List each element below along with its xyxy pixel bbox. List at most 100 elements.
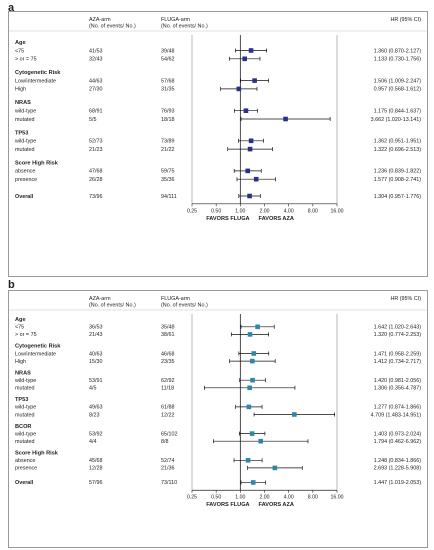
header-hr-ci: HR (95% CI) bbox=[390, 296, 421, 302]
x-tick-label: 4.00 bbox=[284, 495, 294, 501]
group-title: Age bbox=[15, 317, 26, 323]
aza-events: 8/23 bbox=[89, 412, 100, 418]
fluga-events: 73/110 bbox=[161, 480, 177, 486]
fluga-events: 18/18 bbox=[161, 117, 175, 123]
hr-marker bbox=[252, 78, 257, 83]
row-label: wild-type bbox=[14, 139, 36, 145]
hr-marker bbox=[253, 176, 259, 182]
fluga-events: 21/22 bbox=[161, 147, 175, 153]
forest-plot-panel-b: AZA-arm (No. of events/ No.) FLUGA-arm (No.… bbox=[8, 290, 428, 548]
aza-events: 12/28 bbox=[89, 466, 103, 472]
row-label: mutated bbox=[15, 386, 34, 392]
aza-events: 53/91 bbox=[89, 378, 103, 384]
aza-events: 57/96 bbox=[89, 480, 103, 486]
aza-events: 41/53 bbox=[89, 48, 103, 54]
hr-ci-value: 1.447 (1.019-2.053) bbox=[374, 480, 422, 486]
hr-marker bbox=[283, 116, 288, 122]
hr-ci-value: 1.322 (0.696-2.513) bbox=[374, 147, 422, 153]
row-label: presence bbox=[15, 466, 37, 472]
hr-marker bbox=[247, 385, 252, 391]
fluga-events: 11/18 bbox=[161, 386, 174, 392]
hr-ci-value: 2.693 (1.228-5.908) bbox=[374, 466, 422, 472]
row-label: High bbox=[15, 359, 26, 365]
group-title: Score High Risk bbox=[15, 451, 59, 457]
fluga-events: 23/35 bbox=[161, 359, 175, 365]
x-tick-label: 4.00 bbox=[284, 208, 294, 214]
fluga-events: 65/102 bbox=[161, 431, 178, 437]
fluga-events: 57/68 bbox=[161, 78, 175, 84]
hr-marker bbox=[292, 412, 297, 417]
hr-ci-value: 4.709 (1.483-14.951) bbox=[371, 412, 422, 418]
x-tick-label: 8.00 bbox=[308, 208, 318, 214]
x-tick-label: 1.00 bbox=[235, 495, 245, 501]
fluga-events: 61/88 bbox=[161, 405, 175, 411]
aza-events: 73/96 bbox=[89, 194, 103, 200]
hr-marker bbox=[245, 458, 251, 463]
row-label: High bbox=[15, 87, 26, 93]
hr-marker bbox=[250, 358, 255, 364]
x-tick-label: 2.00 bbox=[259, 208, 269, 214]
group-title: Score High Risk bbox=[15, 160, 59, 166]
row-label: wild-type bbox=[14, 405, 36, 411]
row-label: Overall bbox=[15, 480, 34, 486]
row-label: presence bbox=[15, 177, 37, 183]
group-title: Age bbox=[15, 40, 26, 46]
hr-ci-value: 1.412 (0.734-2.717) bbox=[374, 359, 422, 365]
hr-ci-value: 1.236 (0.839-1.822) bbox=[374, 169, 422, 175]
group-title: NRAS bbox=[15, 100, 31, 106]
fluga-events: 35/36 bbox=[161, 177, 175, 183]
hr-ci-value: 1.577 (0.908-2.741) bbox=[374, 177, 422, 183]
aza-events: 40/63 bbox=[89, 351, 103, 357]
header-hr-ci: HR (95% CI) bbox=[390, 17, 421, 23]
hr-ci-value: 3.662 (1.020-13.141) bbox=[371, 117, 422, 123]
fluga-events: 8/8 bbox=[161, 439, 169, 445]
hr-ci-value: 1.360 (0.870-2.127) bbox=[374, 48, 422, 54]
hr-marker bbox=[250, 377, 255, 383]
panel-b-letter: b bbox=[8, 279, 15, 291]
hr-marker bbox=[251, 351, 257, 356]
header-aza-arm-sub: (No. of events/ No.) bbox=[89, 303, 136, 309]
header-fluga-arm: FLUGA-arm bbox=[161, 17, 191, 23]
hr-ci-value: 1.304 (0.957-1.776) bbox=[374, 194, 422, 200]
row-label: mutated bbox=[15, 147, 34, 153]
row-label: <75 bbox=[15, 48, 24, 54]
group-title: NRAS bbox=[15, 370, 31, 376]
aza-events: 15/30 bbox=[89, 359, 103, 365]
favors-aza-label: FAVORS AZA bbox=[259, 216, 294, 222]
aza-events: 45/68 bbox=[89, 458, 103, 464]
x-tick-label: 8.00 bbox=[308, 495, 318, 501]
aza-events: 5/5 bbox=[89, 117, 97, 123]
hr-marker bbox=[248, 48, 254, 53]
x-tick-label: 1.00 bbox=[235, 208, 245, 214]
aza-events: 21/43 bbox=[89, 332, 103, 338]
fluga-events: 76/93 bbox=[161, 109, 175, 115]
forest-plot-a-svg: AZA-arm(No. of events/ No.)FLUGA-arm(No.… bbox=[9, 17, 427, 222]
hr-marker bbox=[247, 146, 253, 152]
aza-events: 21/23 bbox=[89, 147, 103, 153]
fluga-events: 31/35 bbox=[161, 87, 175, 93]
hr-ci-value: 1.248 (0.834-1.866) bbox=[374, 458, 422, 464]
fluga-events: 73/89 bbox=[161, 139, 175, 145]
aza-events: 44/63 bbox=[89, 78, 103, 84]
x-tick-label: 0.50 bbox=[211, 208, 221, 214]
hr-marker bbox=[249, 431, 255, 436]
hr-marker bbox=[243, 108, 249, 113]
aza-events: 36/53 bbox=[89, 325, 103, 331]
hr-marker bbox=[255, 324, 260, 330]
hr-ci-value: 1.403 (0.973-2.024) bbox=[374, 431, 422, 437]
aza-events: 4/5 bbox=[89, 386, 97, 392]
fluga-events: 39/48 bbox=[161, 48, 175, 54]
row-label: Low/intermediate bbox=[15, 78, 56, 84]
favors-aza-label: FAVORS AZA bbox=[259, 502, 294, 508]
group-title: Cytogenetic Risk bbox=[15, 70, 61, 76]
row-label: > or = 75 bbox=[15, 332, 37, 338]
hr-ci-value: 1.506 (1.009-2.247) bbox=[374, 78, 422, 84]
aza-events: 49/63 bbox=[89, 405, 103, 411]
fluga-events: 46/68 bbox=[161, 351, 175, 357]
fluga-events: 35/48 bbox=[161, 325, 175, 331]
hr-marker bbox=[247, 193, 252, 199]
x-tick-label: 16.00 bbox=[331, 208, 344, 214]
fluga-events: 54/62 bbox=[161, 57, 175, 63]
favors-fluga-label: FAVORS FLUGA bbox=[206, 502, 249, 508]
header-aza-arm: AZA-arm bbox=[89, 296, 111, 302]
